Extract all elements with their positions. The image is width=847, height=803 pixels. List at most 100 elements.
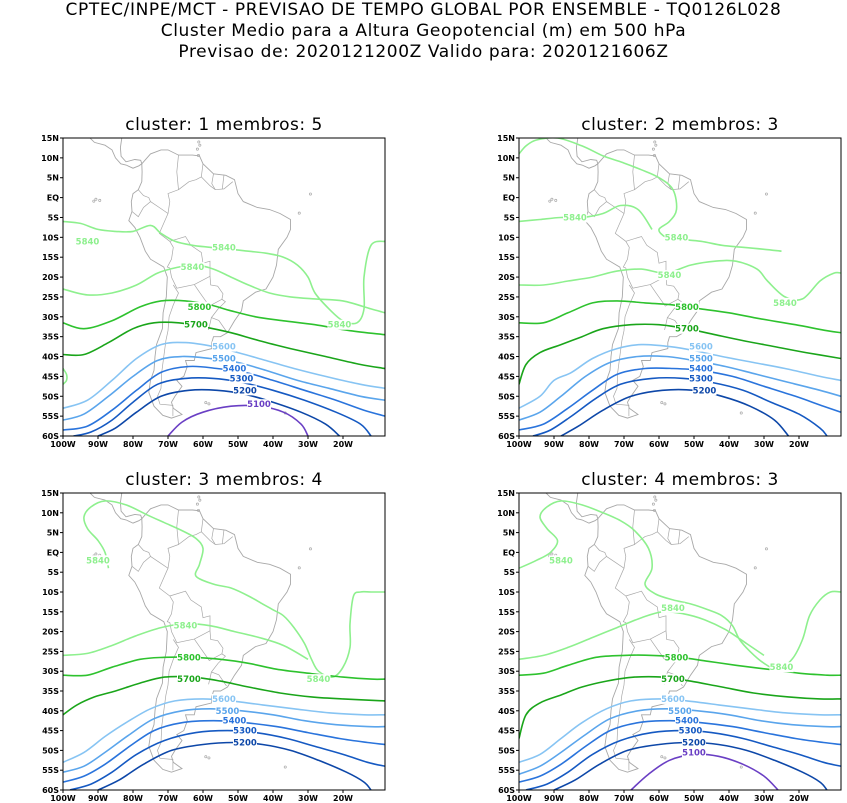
lat-tick-label: 25S <box>498 647 515 656</box>
lat-tick-label: 30S <box>498 313 515 322</box>
contour-label: 5840 <box>212 243 236 253</box>
contour-5600 <box>519 343 841 409</box>
lon-tick-label: 70W <box>158 794 178 803</box>
contour-5840 <box>83 500 385 678</box>
contour-5840 <box>63 368 68 385</box>
contour-5100 <box>167 404 309 436</box>
lat-tick-label: 30S <box>42 313 59 322</box>
island <box>654 498 658 502</box>
lat-tick-label: 10N <box>41 509 59 518</box>
map-area: 5840 5840 5840 5840 5800 5700 5600 550054005300… <box>63 138 385 436</box>
contour-label: 5500 <box>216 707 240 717</box>
lon-tick-label: 100W <box>50 440 76 449</box>
contour-label: 5300 <box>679 727 703 737</box>
island <box>98 198 102 202</box>
lat-tick-label: 20S <box>498 273 515 282</box>
island <box>197 495 201 499</box>
map-frame <box>62 137 386 437</box>
central-america-coastline <box>545 493 599 524</box>
country-border <box>150 556 171 597</box>
contour-label-bg <box>233 385 257 396</box>
contour-label: 5840 <box>328 321 352 331</box>
lat-tick-label: 45S <box>498 372 515 381</box>
lat-tick-label: 60S <box>42 432 59 441</box>
island <box>660 401 664 405</box>
lat-tick-label: 5S <box>48 568 60 577</box>
contour-label-bg <box>682 737 706 748</box>
contour-label-bg <box>689 363 713 374</box>
lon-tick-label: 70W <box>158 440 178 449</box>
lat-tick-label: 35S <box>42 333 59 342</box>
contour-label: 5840 <box>549 556 573 566</box>
lat-tick-label: 10N <box>497 154 515 163</box>
lat-tick-label: 5S <box>504 213 516 222</box>
island <box>309 547 312 551</box>
contour-label-bg <box>682 747 706 758</box>
contour-label: 5500 <box>668 707 692 717</box>
contour-label: 5840 <box>770 663 794 673</box>
contour-5800 <box>519 300 841 334</box>
lat-tick-label: 15S <box>498 253 515 262</box>
lat-tick-label: 25S <box>498 293 515 302</box>
contour-5200 <box>97 388 341 436</box>
island <box>94 197 98 201</box>
contour-label: 5200 <box>233 386 257 396</box>
lon-tick-label: 50W <box>684 794 704 803</box>
lon-tick-label: 30W <box>754 440 774 449</box>
contour-label-bg <box>86 555 110 566</box>
island <box>207 402 211 406</box>
country-border <box>150 201 171 242</box>
contour-5100 <box>630 753 779 790</box>
contour-5500 <box>519 355 841 421</box>
island <box>197 140 201 144</box>
contour-label-bg <box>664 232 689 243</box>
lat-tick-label: 15S <box>42 253 59 262</box>
island <box>196 508 200 512</box>
lon-tick-label: 50W <box>228 794 248 803</box>
country-border <box>625 590 667 644</box>
lon-tick-label: 40W <box>263 794 283 803</box>
contour-label: 5400 <box>675 717 699 727</box>
lon-tick-label: 80W <box>579 794 599 803</box>
lon-tick-label: 40W <box>719 440 739 449</box>
country-border <box>178 518 204 545</box>
contour-label-bg <box>222 363 247 374</box>
lat-tick-label: 5N <box>503 529 515 538</box>
contour-label: 5800 <box>675 303 699 313</box>
lat-tick-label: 45S <box>42 727 59 736</box>
country-border <box>178 163 204 190</box>
island <box>554 198 558 202</box>
lon-tick-label: 20W <box>789 440 809 449</box>
lon-tick-label: 40W <box>263 440 283 449</box>
contour-label: 5840 <box>665 233 689 243</box>
island <box>765 547 768 551</box>
contour-5840 <box>63 220 385 325</box>
contour-label-bg <box>173 620 198 631</box>
lat-tick-label: 5S <box>48 213 60 222</box>
country-border <box>167 509 179 569</box>
lat-tick-label: 5N <box>47 174 59 183</box>
contour-5500 <box>519 708 841 775</box>
contour-label: 5800 <box>177 653 201 663</box>
contour-label: 5840 <box>307 675 331 685</box>
lat-tick-label: 5N <box>47 529 59 538</box>
map-background <box>63 138 385 436</box>
contour-label-bg <box>212 242 236 253</box>
contour-label: 5840 <box>563 213 587 223</box>
island <box>651 147 655 151</box>
lon-tick-label: 60W <box>193 794 213 803</box>
contour-5200 <box>560 388 790 436</box>
lat-tick-label: 40S <box>42 707 59 716</box>
island <box>297 211 301 215</box>
contour-label-bg <box>180 262 205 273</box>
contour-label: 5500 <box>212 355 236 365</box>
island <box>654 143 658 147</box>
lon-tick-label: 70W <box>614 794 634 803</box>
country-border <box>211 173 216 190</box>
lon-tick-label: 20W <box>333 440 353 449</box>
lat-tick-label: 10N <box>41 154 59 163</box>
contour-label-bg <box>233 737 257 748</box>
country-border <box>166 595 174 623</box>
country-border <box>211 528 216 545</box>
